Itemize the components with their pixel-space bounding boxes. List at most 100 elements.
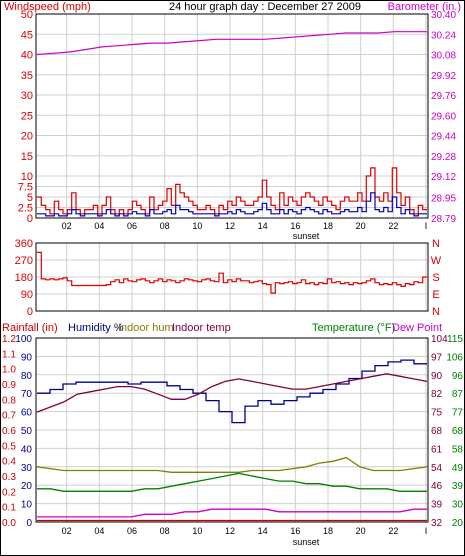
dew-point-line [37, 508, 427, 518]
x-tick-label: 22 [388, 526, 398, 536]
barometer-tick: 28.79 [431, 214, 456, 225]
humidity-tick: 90 [21, 352, 33, 363]
humidity-tick: 40 [21, 444, 33, 455]
x-tick-label: 18 [323, 221, 333, 231]
rainfall-tick: 0.6 [2, 426, 16, 437]
direction-panel-frame [35, 242, 429, 312]
rainfall-tick: 0.2 [2, 487, 16, 498]
windspeed-tick: 2.5 [18, 203, 33, 215]
x-tick-label: 10 [192, 526, 202, 536]
barometer-tick: 28.95 [431, 194, 456, 205]
temperature-tick-outer: 49 [452, 463, 464, 474]
barometer-axis-label: Barometer (in.) [388, 1, 461, 13]
x-tick-label: 14 [258, 526, 268, 536]
sunset-marker: sunset [293, 231, 320, 241]
rainfall-tick: 1.1 [2, 349, 16, 360]
barometer-tick: 29.28 [431, 152, 456, 163]
temperature-tick-outer: 68 [452, 426, 464, 437]
barometer-tick: 29.92 [431, 71, 456, 82]
windspeed-tick: 20 [21, 131, 33, 143]
wind-direction-line [37, 251, 427, 294]
temperature-tick-inner: 104 [431, 334, 448, 345]
temperature-tick-inner: 82 [431, 389, 443, 400]
rainfall-tick: 0.7 [2, 411, 16, 422]
wind-average-line [37, 192, 427, 217]
x-tick-label: 14 [258, 221, 268, 231]
temperature-tick-outer: 96 [452, 371, 464, 382]
x-tick-label: 08 [160, 221, 170, 231]
x-tick-label: 12 [225, 526, 235, 536]
rainfall-tick: 0.1 [2, 503, 16, 514]
temperature-axis-label: Temperature (°F) [312, 322, 395, 334]
x-tick-label: 02 [62, 221, 72, 231]
x-tick-label: 08 [160, 526, 170, 536]
rainfall-axis-label: Rainfall (in) [2, 322, 58, 334]
rainfall-tick: 0.0 [2, 518, 16, 529]
indoor-hum-label: Indoor hum [118, 322, 174, 334]
windspeed-tick: 35 [21, 70, 33, 82]
graph-title: 24 hour graph day : December 27 2009 [169, 1, 361, 13]
temperature-tick-inner: 54 [431, 463, 443, 474]
x-tick-label: 06 [127, 221, 137, 231]
windspeed-tick: 50 [21, 9, 33, 21]
temperature-tick-inner: 68 [431, 426, 443, 437]
sunset-marker: sunset [293, 537, 320, 547]
compass-tick: N [432, 306, 440, 318]
windspeed-tick: 45 [21, 29, 33, 41]
temperature-tick-inner: 61 [431, 444, 443, 455]
temperature-tick-outer: 20 [452, 518, 464, 529]
x-tick-label: 20 [356, 526, 366, 536]
humidity-tick: 70 [21, 389, 33, 400]
temperature-tick-outer: 106 [446, 352, 463, 363]
windspeed-tick: 15 [21, 151, 33, 163]
temperature-tick-inner: 90 [431, 371, 443, 382]
barometer-tick: 30.24 [431, 30, 456, 41]
compass-tick: N [432, 238, 440, 250]
humidity-tick: 60 [21, 408, 33, 419]
x-tick-label: 22 [388, 221, 398, 231]
wind-panel-frame [35, 13, 429, 219]
x-tick-label: 10 [192, 221, 202, 231]
direction-tick: 360 [15, 238, 33, 250]
humidity-tick: 50 [21, 426, 33, 437]
rainfall-tick: 0.5 [2, 441, 16, 452]
rainfall-tick: 0.3 [2, 472, 16, 483]
x-tick-label: 16 [290, 221, 300, 231]
barometer-tick: 30.08 [431, 51, 456, 62]
windspeed-tick: 7.5 [18, 182, 33, 194]
temperature-line [37, 472, 427, 492]
temperature-tick-inner: 97 [431, 352, 443, 363]
windspeed-tick: 30 [21, 90, 33, 102]
rainfall-tick: 1.0 [2, 365, 16, 376]
temperature-tick-inner: 39 [431, 500, 443, 511]
barometer-tick: 30.40 [431, 10, 456, 21]
temperature-panel-frame [35, 337, 429, 523]
x-tick-label: 16 [290, 526, 300, 536]
barometer-tick: 29.44 [431, 132, 456, 143]
temperature-tick-inner: 75 [431, 408, 443, 419]
humidity-axis-label: Humidity % [68, 322, 124, 334]
windspeed-tick: 25 [21, 110, 33, 122]
barometer-tick: 29.12 [431, 172, 456, 183]
direction-tick: 0 [27, 306, 33, 318]
x-tick-label: 18 [323, 526, 333, 536]
temperature-tick-outer: 39 [452, 481, 464, 492]
rainfall-tick: 0.4 [2, 457, 16, 468]
humidity-tick: 80 [21, 371, 33, 382]
indoor-hum-line [36, 456, 428, 473]
barometer-line [36, 31, 427, 56]
temperature-tick-outer: 77 [452, 408, 464, 419]
x-tick-label: 06 [127, 526, 137, 536]
x-tick-label: 12 [225, 221, 235, 231]
rainfall-tick: 0.8 [2, 395, 16, 406]
compass-tick: E [432, 289, 439, 301]
direction-tick: 270 [15, 255, 33, 267]
direction-tick: 180 [15, 272, 33, 284]
windspeed-tick: 5 [27, 192, 33, 204]
dew-point-label: Dew Point [392, 322, 442, 334]
rainfall-tick: 1.2 [2, 334, 16, 345]
temperature-tick-outer: 115 [447, 334, 463, 345]
temperature-tick-inner: 32 [431, 518, 443, 529]
temperature-tick-outer: 87 [452, 389, 464, 400]
temperature-tick-outer: 30 [452, 500, 464, 511]
